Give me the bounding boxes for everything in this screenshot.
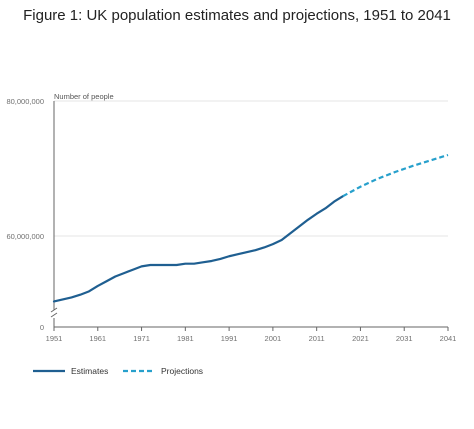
x-tick-label: 1961 [89,334,106,343]
x-tick-label: 2001 [265,334,282,343]
legend-label-estimates: Estimates [71,366,108,376]
legend-label-projections: Projections [161,366,203,376]
series-lines [52,153,449,303]
axis-break-mark [50,307,58,318]
legend: Estimates Projections [33,366,203,376]
series-line-projections [342,153,449,198]
y-axis-label: Number of people [54,92,114,101]
x-tick-label: 1971 [133,334,150,343]
y-tick-label: 80,000,000 [6,97,44,106]
x-tick-label: 2041 [440,334,457,343]
gridlines [54,100,448,237]
x-tick-label: 1991 [221,334,238,343]
y-tick-label: 60,000,000 [6,232,44,241]
x-tick-label: 2031 [396,334,413,343]
x-tick-label: 2021 [352,334,369,343]
x-tick-label: 1951 [46,334,63,343]
x-tick-label: 2011 [309,334,325,343]
series-line-estimates [52,195,345,303]
x-tick-label: 1981 [177,334,194,343]
chart-title: Figure 1: UK population estimates and pr… [23,7,451,24]
axes: 0 60,000,000 80,000,000 1951 1961 1971 1981 199… [6,97,456,343]
y-tick-label: 0 [40,323,44,332]
